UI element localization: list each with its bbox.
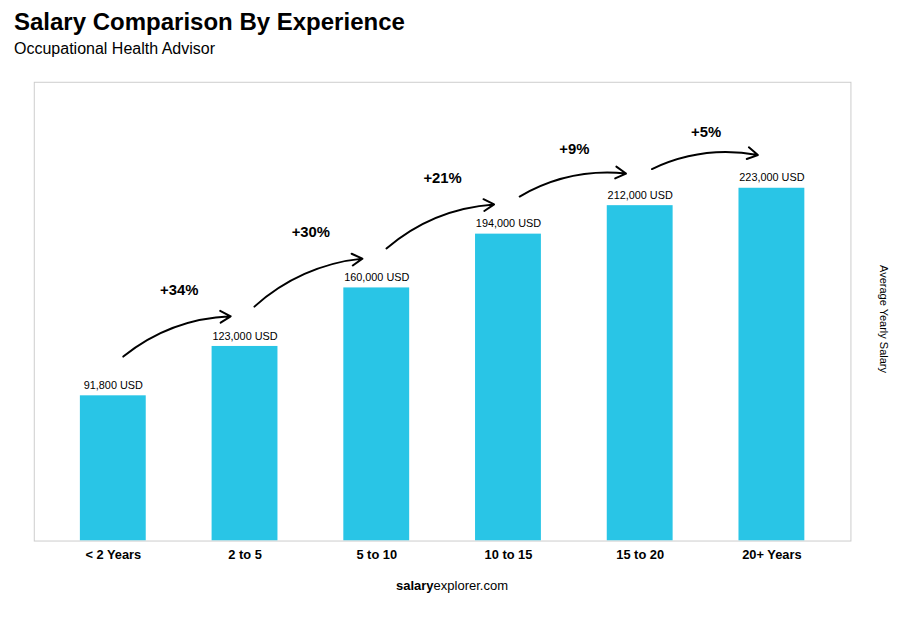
svg-text:+5%: +5% bbox=[691, 124, 721, 140]
svg-text:194,000 USD: 194,000 USD bbox=[476, 217, 541, 229]
svg-text:+30%: +30% bbox=[292, 224, 330, 240]
svg-text:5 to 10: 5 to 10 bbox=[356, 547, 397, 562]
svg-text:< 2 Years: < 2 Years bbox=[85, 547, 141, 562]
svg-text:212,000 USD: 212,000 USD bbox=[608, 189, 673, 201]
html-text:Salary Comparison By Experienc: Salary Comparison By Experience bbox=[14, 8, 405, 35]
svg-text:15 to 20: 15 to 20 bbox=[616, 547, 664, 562]
svg-text:10 to 15: 10 to 15 bbox=[485, 547, 533, 562]
svg-text:123,000 USD: 123,000 USD bbox=[212, 330, 277, 342]
svg-text:160,000 USD: 160,000 USD bbox=[344, 271, 409, 283]
svg-text:20+ Years: 20+ Years bbox=[742, 547, 801, 562]
svg-text:2 to 5: 2 to 5 bbox=[228, 547, 262, 562]
html-text:Occupational Health Advisor: Occupational Health Advisor bbox=[14, 40, 215, 57]
html-text:Average Yearly Salary: Average Yearly Salary bbox=[878, 265, 890, 374]
svg-text:+9%: +9% bbox=[559, 141, 589, 157]
svg-text:+21%: +21% bbox=[423, 170, 461, 186]
svg-text:+34%: +34% bbox=[160, 282, 198, 298]
svg-text:91,800 USD: 91,800 USD bbox=[84, 379, 143, 391]
svg-text:223,000 USD: 223,000 USD bbox=[739, 171, 804, 183]
html-text:salary explorer.com: salary explorer.com bbox=[396, 578, 508, 594]
